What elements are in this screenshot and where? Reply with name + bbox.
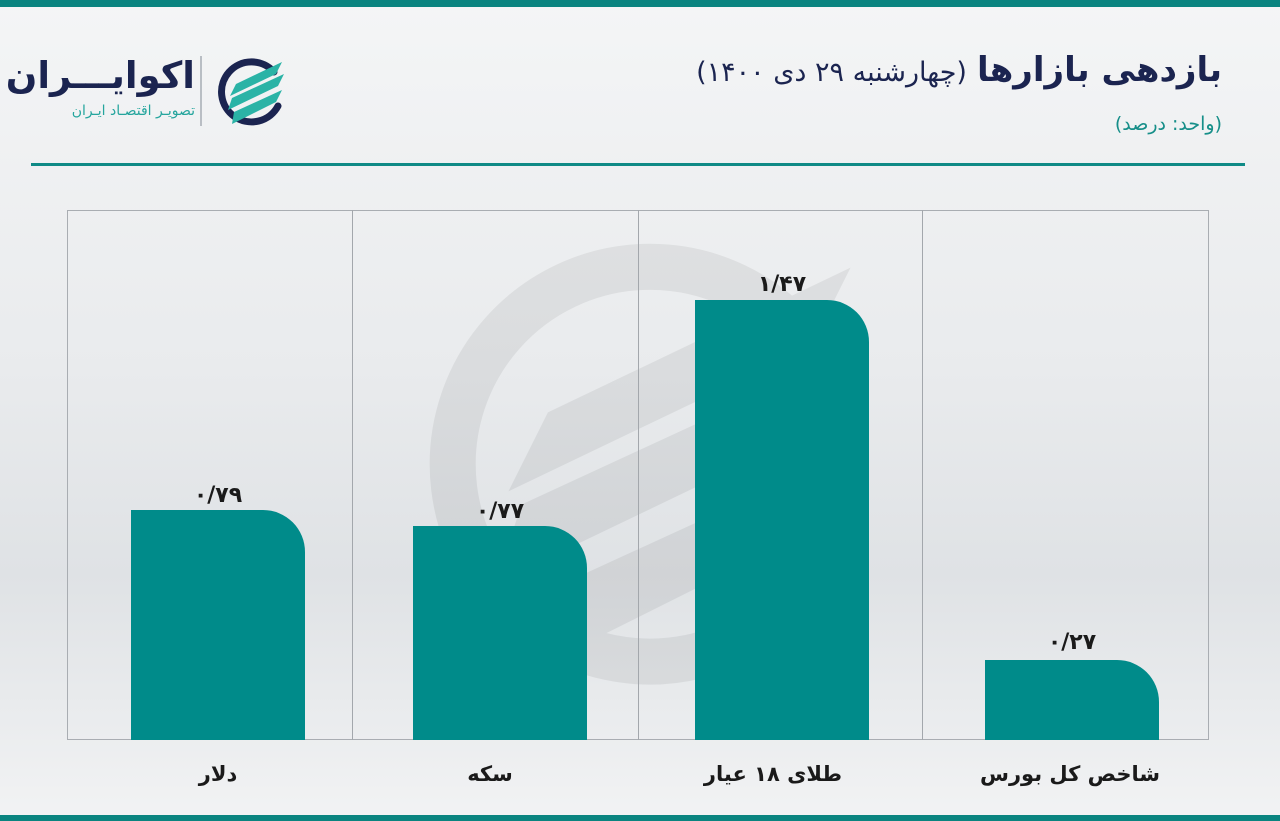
category-divider [638,210,639,740]
category-label-gold-18k: طلای ۱۸ عیار [703,762,843,786]
bar-value-gold-18k: ۱/۴۷ [757,272,807,297]
logo-name: اکوایـــران [5,54,195,97]
category-divider [352,210,353,740]
ecoiran-logo-icon [218,58,284,126]
logo: اکوایـــران تصویـر اقتصـاد ایـران [5,52,290,132]
unit-label: (واحد: درصد) [1114,113,1222,135]
chart-title: بازدهی بازارها (چهارشنبه ۲۹ دی ۱۴۰۰) [696,48,1222,98]
bar-gold-18k [695,300,869,740]
bottom-accent-bar [0,815,1280,821]
bar-coin [413,526,587,740]
top-accent-bar [0,0,1280,7]
category-label-dollar: دلار [198,762,238,786]
bar-value-dollar: ۰/۷۹ [193,483,243,508]
bar-value-stock-index: ۰/۲۷ [1047,630,1097,655]
title-main: بازدهی بازارها [976,50,1222,90]
category-label-coin: سکه [467,762,513,786]
header-divider [31,163,1245,166]
bar-value-coin: ۰/۷۷ [475,499,525,524]
bar-dollar [131,510,305,740]
bar-stock-index [985,660,1159,740]
logo-divider [200,56,202,126]
logo-tagline: تصویـر اقتصـاد ایـران [71,103,195,119]
title-date: (چهارشنبه ۲۹ دی ۱۴۰۰) [696,57,967,88]
category-divider [922,210,923,740]
category-label-stock-index: شاخص کل بورس [979,762,1161,786]
